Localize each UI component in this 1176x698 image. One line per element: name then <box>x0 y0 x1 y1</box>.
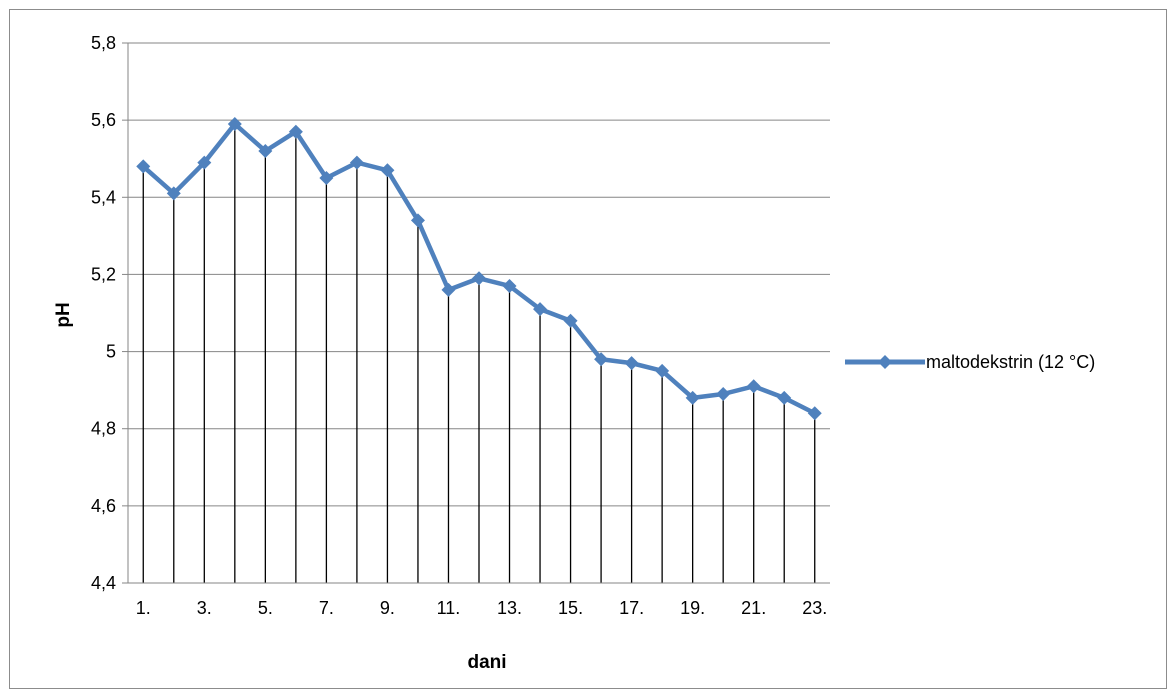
data-point-marker <box>410 213 425 228</box>
data-point-marker <box>472 271 486 286</box>
data-point-marker <box>319 171 334 185</box>
y-axis-title: pH <box>53 302 74 327</box>
x-tick-label: 9. <box>380 598 395 618</box>
data-point-marker <box>227 117 242 131</box>
data-point-marker <box>136 159 151 174</box>
data-point-marker <box>746 379 761 394</box>
data-point-marker <box>807 406 822 421</box>
data-point-marker <box>777 390 792 405</box>
x-tick-label: 13. <box>497 598 522 618</box>
y-tick-label: 5,8 <box>91 33 116 53</box>
y-tick-label: 5,6 <box>91 110 116 130</box>
data-point-marker <box>624 356 639 371</box>
x-tick-label: 17. <box>619 598 644 618</box>
data-point-marker <box>685 390 700 405</box>
x-tick-label: 11. <box>437 598 461 618</box>
legend: maltodekstrin (12 °C) <box>845 352 1095 372</box>
x-tick-label: 19. <box>680 598 705 618</box>
x-tick-label: 15. <box>558 598 583 618</box>
axes <box>122 42 830 584</box>
data-point-marker <box>533 302 548 317</box>
legend-diamond-icon <box>878 355 892 369</box>
data-point-marker <box>288 124 303 139</box>
data-point-marker <box>197 155 212 170</box>
data-point-marker <box>563 313 578 328</box>
legend-label: maltodekstrin (12 °C) <box>926 352 1095 372</box>
x-tick-label: 5. <box>258 598 273 618</box>
data-point-marker <box>502 279 517 293</box>
y-tick-label: 5,2 <box>91 264 116 284</box>
x-tick-label: 21. <box>741 598 766 618</box>
x-axis-title: dani <box>467 652 506 673</box>
drop-lines <box>142 124 816 583</box>
y-tick-label: 5 <box>106 342 116 362</box>
data-point-marker <box>441 282 456 297</box>
data-point-marker <box>380 163 395 178</box>
x-tick-label: 7. <box>319 598 334 618</box>
x-tick-label: 1. <box>136 598 151 618</box>
y-tick-labels: 4,4 4,6 4,8 5 5,2 5,4 5,6 5,8 <box>91 33 116 593</box>
y-tick-label: 5,4 <box>91 187 116 207</box>
data-point-marker <box>166 186 181 201</box>
data-point-marker <box>258 144 273 158</box>
data-point-marker <box>716 387 731 401</box>
chart-border <box>9 9 1167 689</box>
data-point-marker <box>349 155 364 170</box>
x-tick-label: 3. <box>197 598 212 618</box>
y-tick-label: 4,4 <box>91 573 116 593</box>
series-markers <box>136 117 822 421</box>
data-point-marker <box>655 363 670 378</box>
x-tick-label: 23. <box>802 598 827 618</box>
y-tick-label: 4,6 <box>91 496 116 516</box>
x-tick-labels: 1. 3. 5. 7. 9. 11. 13. 15. 17. 19. 21. 23. <box>136 598 828 618</box>
data-point-marker <box>594 352 609 367</box>
y-tick-label: 4,8 <box>91 419 116 439</box>
